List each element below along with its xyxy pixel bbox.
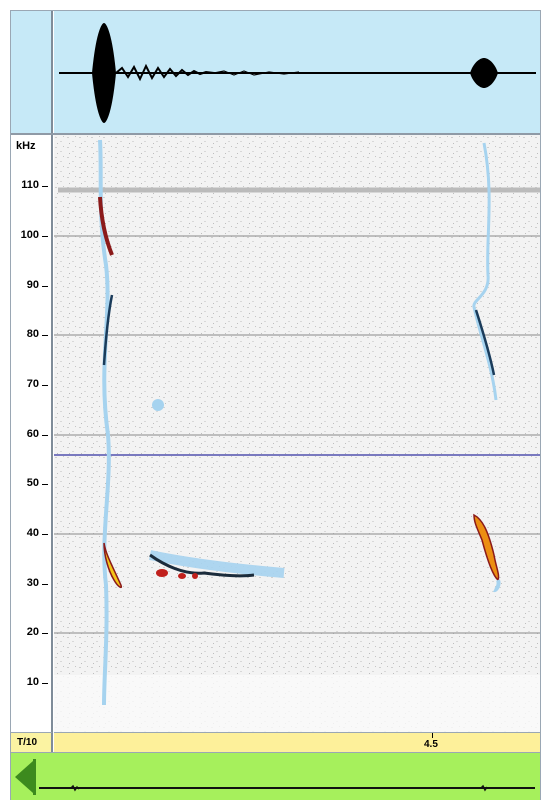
overview-handle-bar[interactable] (33, 759, 36, 795)
frequency-tick-label: 50 (26, 477, 39, 489)
frequency-tick-mark (42, 633, 48, 634)
frequency-tick-label: 70 (26, 378, 39, 390)
waveform-trace (59, 23, 536, 123)
frequency-tick-label: 10 (26, 676, 39, 688)
frequency-tick-label: 110 (21, 179, 39, 191)
frequency-gridlines (54, 235, 540, 634)
frequency-unit-label: kHz (16, 140, 36, 152)
frequency-tick-label: 20 (26, 626, 39, 638)
spectrogram-panel[interactable] (54, 135, 540, 732)
bat-call-1 (98, 139, 123, 706)
time-tick-mark (432, 733, 433, 738)
frequency-tick-label: 90 (26, 279, 39, 291)
frequency-tick-label: 40 (26, 527, 39, 539)
frequency-tick-mark (42, 186, 48, 187)
panel-separator (11, 133, 540, 135)
frequency-axis: kHz 110 100 90 80 70 60 50 40 30 20 10 (11, 135, 53, 732)
sonogram-window: kHz 110 100 90 80 70 60 50 40 30 20 10 (10, 10, 541, 800)
left-triangle-icon[interactable] (15, 761, 33, 793)
time-axis-gutter: T/10 (11, 732, 53, 752)
frequency-tick-label: 100 (20, 229, 39, 241)
time-unit-label: T/10 (17, 737, 38, 748)
frequency-tick-mark (42, 435, 48, 436)
frequency-tick-mark (42, 236, 48, 237)
frequency-tick-mark (42, 385, 48, 386)
overview-waveform (39, 784, 535, 792)
overview-scroller[interactable] (11, 752, 540, 800)
frequency-tick-label: 60 (26, 428, 39, 440)
frequency-tick-mark (42, 534, 48, 535)
frequency-tick-label: 30 (26, 577, 39, 589)
frequency-tick-mark (42, 584, 48, 585)
frequency-tick-mark (42, 484, 48, 485)
waveform-gutter (11, 11, 53, 133)
frequency-tick-mark (42, 683, 48, 684)
frequency-tick-mark (42, 286, 48, 287)
frequency-tick-mark (42, 335, 48, 336)
spectrogram-graphic (54, 135, 540, 732)
time-tick-label: 4.5 (424, 739, 438, 750)
waveform-panel[interactable] (54, 11, 540, 133)
frequency-tick-label: 80 (26, 328, 39, 340)
bat-call-2-fm-sweep (148, 399, 285, 579)
bat-call-3 (472, 142, 501, 593)
time-axis: 4.5 (54, 732, 540, 752)
